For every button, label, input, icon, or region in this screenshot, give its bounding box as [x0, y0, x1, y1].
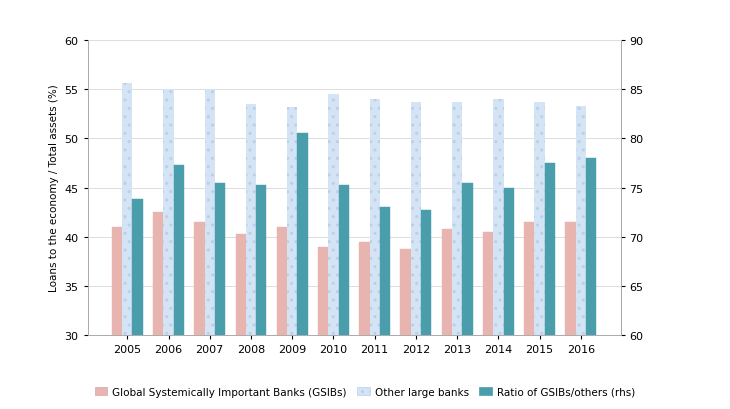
Bar: [545, 164, 555, 409]
Bar: [297, 134, 307, 409]
Bar: [328, 95, 339, 409]
Bar: [359, 242, 369, 409]
Bar: [164, 90, 174, 409]
Bar: [452, 103, 462, 409]
Bar: [132, 200, 143, 409]
Bar: [277, 227, 287, 409]
Bar: [204, 90, 215, 409]
Bar: [483, 232, 493, 409]
Bar: [174, 166, 184, 409]
Bar: [576, 107, 586, 409]
Bar: [112, 227, 122, 409]
Bar: [380, 208, 390, 409]
Bar: [565, 222, 576, 409]
Bar: [493, 100, 504, 409]
Bar: [534, 103, 545, 409]
Bar: [462, 183, 472, 409]
Bar: [421, 211, 431, 409]
Bar: [411, 103, 421, 409]
Bar: [504, 188, 514, 409]
Bar: [236, 234, 246, 409]
Bar: [401, 249, 411, 409]
Bar: [246, 105, 256, 409]
Bar: [339, 185, 349, 409]
Bar: [256, 185, 266, 409]
Bar: [524, 222, 534, 409]
Bar: [194, 222, 204, 409]
Bar: [369, 100, 380, 409]
Bar: [153, 213, 164, 409]
Bar: [122, 84, 132, 409]
Y-axis label: Loans to the economy / Total assets (%): Loans to the economy / Total assets (%): [49, 85, 59, 292]
Bar: [586, 159, 596, 409]
Bar: [287, 108, 297, 409]
Bar: [318, 247, 328, 409]
Legend: Global Systemically Important Banks (GSIBs), Other large banks, Ratio of GSIBs/o: Global Systemically Important Banks (GSI…: [91, 384, 639, 400]
Bar: [215, 183, 226, 409]
Bar: [442, 229, 452, 409]
